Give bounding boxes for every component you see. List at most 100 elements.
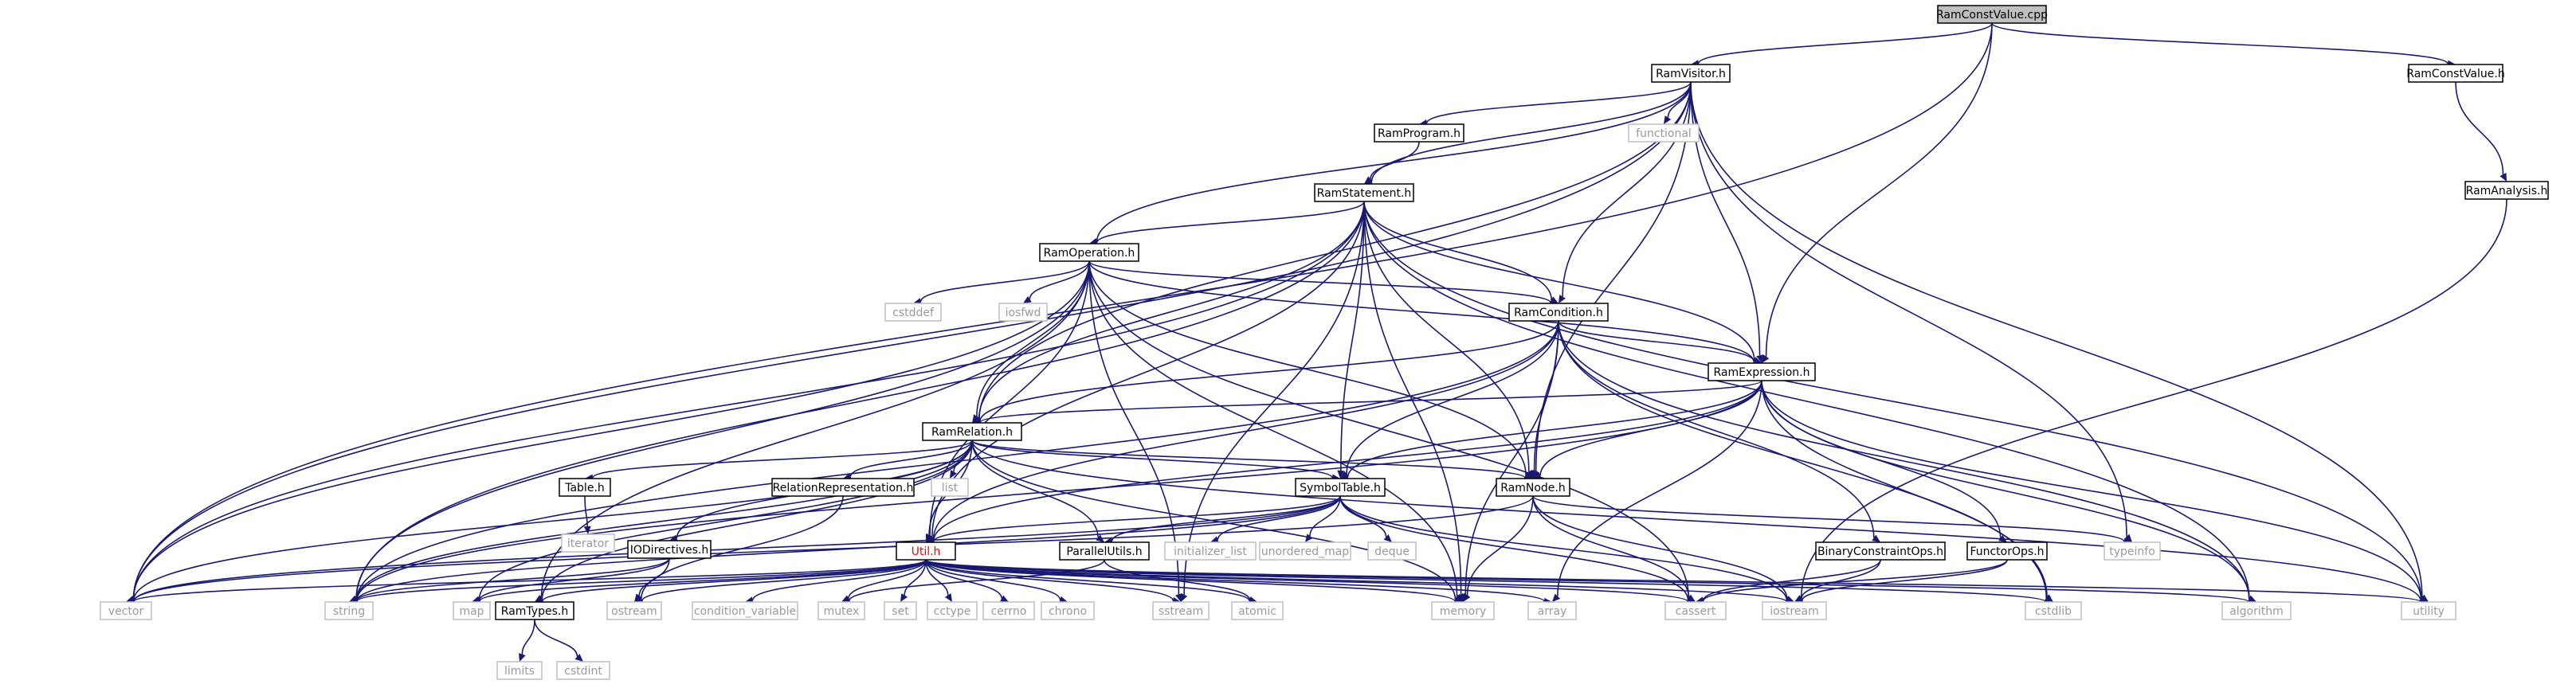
node-box-utility: [2401, 601, 2456, 620]
node-box-relationrepresentation-h[interactable]: [771, 478, 915, 497]
node-ramoperation-h[interactable]: RamOperation.h: [1039, 243, 1139, 262]
node-label-utility: utility: [2413, 605, 2445, 618]
edge-ramstatement-h-to-ramexpression-h: [1363, 201, 1755, 361]
edge-ramconstvalue-cpp-to-ramvisitor-h: [1698, 22, 1993, 64]
edge-ramtypes-h-to-cstdint: [534, 619, 578, 657]
edge-ramconstvalue-h-to-ramanalysis-h: [2455, 81, 2504, 175]
node-box-cctype: [927, 601, 978, 620]
node-symboltable-h[interactable]: SymbolTable.h: [1295, 478, 1386, 497]
node-utility: utility: [2401, 601, 2456, 620]
node-label-array: array: [1538, 605, 1567, 618]
node-box-ramconstvalue-cpp[interactable]: [1937, 5, 2047, 24]
node-cstddef: cstddef: [884, 303, 942, 322]
arrowhead-ramoperation-h-to-sstream: [1175, 593, 1182, 602]
node-box-ramvisitor-h[interactable]: [1651, 64, 1731, 83]
node-vector: vector: [100, 601, 152, 620]
node-box-iterator: [561, 534, 615, 553]
node-ramconstvalue-h[interactable]: RamConstValue.h: [2406, 64, 2505, 83]
node-box-ramoperation-h[interactable]: [1039, 243, 1139, 262]
node-box-ramtypes-h[interactable]: [495, 601, 574, 620]
node-box-binaryconstraintops-h[interactable]: [1815, 541, 1946, 561]
node-box-table-h[interactable]: [559, 478, 611, 497]
node-ramprogram-h[interactable]: RamProgram.h: [1374, 123, 1464, 143]
edge-ramexpression-h-to-util-h: [933, 380, 1762, 541]
node-ramcondition-h[interactable]: RamCondition.h: [1508, 303, 1609, 322]
node-ramexpression-h[interactable]: RamExpression.h: [1708, 362, 1816, 381]
node-ramtypes-h[interactable]: RamTypes.h: [495, 601, 574, 620]
node-ramconstvalue-cpp[interactable]: RamConstValue.cpp: [1936, 5, 2048, 24]
node-box-set: [884, 601, 917, 620]
node-label-chrono: chrono: [1049, 605, 1087, 618]
node-box-ramprogram-h[interactable]: [1374, 123, 1464, 143]
node-memory: memory: [1431, 601, 1495, 620]
edge-util-h-to-atomic: [925, 559, 1250, 602]
node-box-ramcondition-h[interactable]: [1508, 303, 1609, 322]
node-list: list: [931, 478, 969, 497]
node-box-ramrelation-h[interactable]: [922, 422, 1022, 441]
node-atomic: atomic: [1231, 601, 1284, 620]
node-label-iterator: iterator: [567, 537, 609, 550]
node-box-ramnode-h[interactable]: [1496, 478, 1570, 497]
node-box-ramstatement-h[interactable]: [1314, 183, 1414, 202]
edge-ramrelation-h-to-symboltable-h: [971, 440, 1333, 479]
edge-ramanalysis-h-to-iostream: [1800, 198, 2507, 599]
node-condition-variable: condition_variable: [692, 601, 798, 620]
node-deque: deque: [1367, 541, 1417, 561]
node-iterator: iterator: [561, 534, 615, 553]
node-box-ramconstvalue-h[interactable]: [2408, 64, 2503, 83]
edge-ramexpression-h-to-utility: [1761, 380, 2422, 600]
node-box-ramexpression-h[interactable]: [1708, 362, 1816, 381]
node-ramstatement-h[interactable]: RamStatement.h: [1314, 183, 1414, 202]
edge-ramvisitor-h-to-typeinfo: [1690, 81, 2127, 537]
node-chrono: chrono: [1041, 601, 1095, 620]
node-box-cstdlib: [2025, 601, 2082, 620]
edge-ramvisitor-h-to-ramprogram-h: [1426, 81, 1692, 123]
node-box-iosfwd: [998, 303, 1048, 322]
node-label-iosfwd: iosfwd: [1006, 307, 1041, 319]
edge-util-h-to-cstdlib: [925, 559, 2046, 603]
node-box-parallelutils-h[interactable]: [1059, 541, 1150, 561]
node-label-cctype: cctype: [934, 605, 971, 618]
edge-util-h-to-condition-variable: [751, 559, 927, 601]
edge-symboltable-h-to-iostream: [1339, 495, 1788, 600]
node-box-list: [931, 478, 969, 497]
node-ramnode-h[interactable]: RamNode.h: [1496, 478, 1570, 497]
arrowhead-util-h-to-cctype: [944, 593, 952, 602]
node-box-limits: [496, 661, 543, 680]
node-box-map: [453, 601, 491, 620]
node-set: set: [884, 601, 917, 620]
node-box-cstddef: [884, 303, 942, 322]
edge-ramvisitor-h-to-ramexpression-h: [1690, 81, 1761, 356]
edge-ramstatement-h-to-ramcondition-h: [1363, 201, 1552, 300]
node-cstdint: cstdint: [556, 661, 610, 680]
node-relationrepresentation-h[interactable]: RelationRepresentation.h: [771, 478, 915, 497]
node-util-h[interactable]: Util.h: [896, 541, 956, 561]
node-functional: functional: [1628, 123, 1700, 143]
node-box-ramanalysis-h[interactable]: [2464, 181, 2549, 200]
edge-ramrelation-h-to-table-h: [592, 440, 973, 479]
edge-symboltable-h-to-vector: [133, 495, 1341, 602]
node-box-initializer-list: [1164, 541, 1257, 561]
edge-ramrelation-h-to-utility: [971, 440, 2421, 601]
node-label-ramconstvalue-h: RamConstValue.h: [2406, 68, 2504, 80]
node-cstdlib: cstdlib: [2025, 601, 2082, 620]
node-functorops-h[interactable]: FunctorOps.h: [1966, 541, 2048, 561]
node-box-sstream: [1152, 601, 1210, 620]
node-binaryconstraintops-h[interactable]: BinaryConstraintOps.h: [1815, 541, 1946, 561]
edge-ramstatement-h-to-ramrelation-h: [978, 201, 1365, 420]
node-parallelutils-h[interactable]: ParallelUtils.h: [1059, 541, 1150, 561]
node-ramrelation-h[interactable]: RamRelation.h: [922, 422, 1022, 441]
node-ramvisitor-h[interactable]: RamVisitor.h: [1651, 64, 1731, 83]
edge-ramstatement-h-to-algorithm: [1363, 201, 2250, 599]
node-box-iodirectives-h[interactable]: [627, 540, 712, 559]
node-table-h[interactable]: Table.h: [559, 478, 611, 497]
node-iodirectives-h[interactable]: IODirectives.h: [627, 540, 712, 559]
node-box-symboltable-h[interactable]: [1295, 478, 1386, 497]
node-box-functorops-h[interactable]: [1966, 541, 2048, 561]
edge-ramvisitor-h-to-ramcondition-h: [1562, 81, 1692, 297]
node-box-util-h[interactable]: [896, 541, 956, 561]
node-label-algorithm: algorithm: [2229, 605, 2284, 618]
edge-ramoperation-h-to-iosfwd: [1029, 260, 1090, 299]
node-ramanalysis-h[interactable]: RamAnalysis.h: [2464, 181, 2549, 200]
node-label-ramnode-h: RamNode.h: [1500, 482, 1566, 494]
